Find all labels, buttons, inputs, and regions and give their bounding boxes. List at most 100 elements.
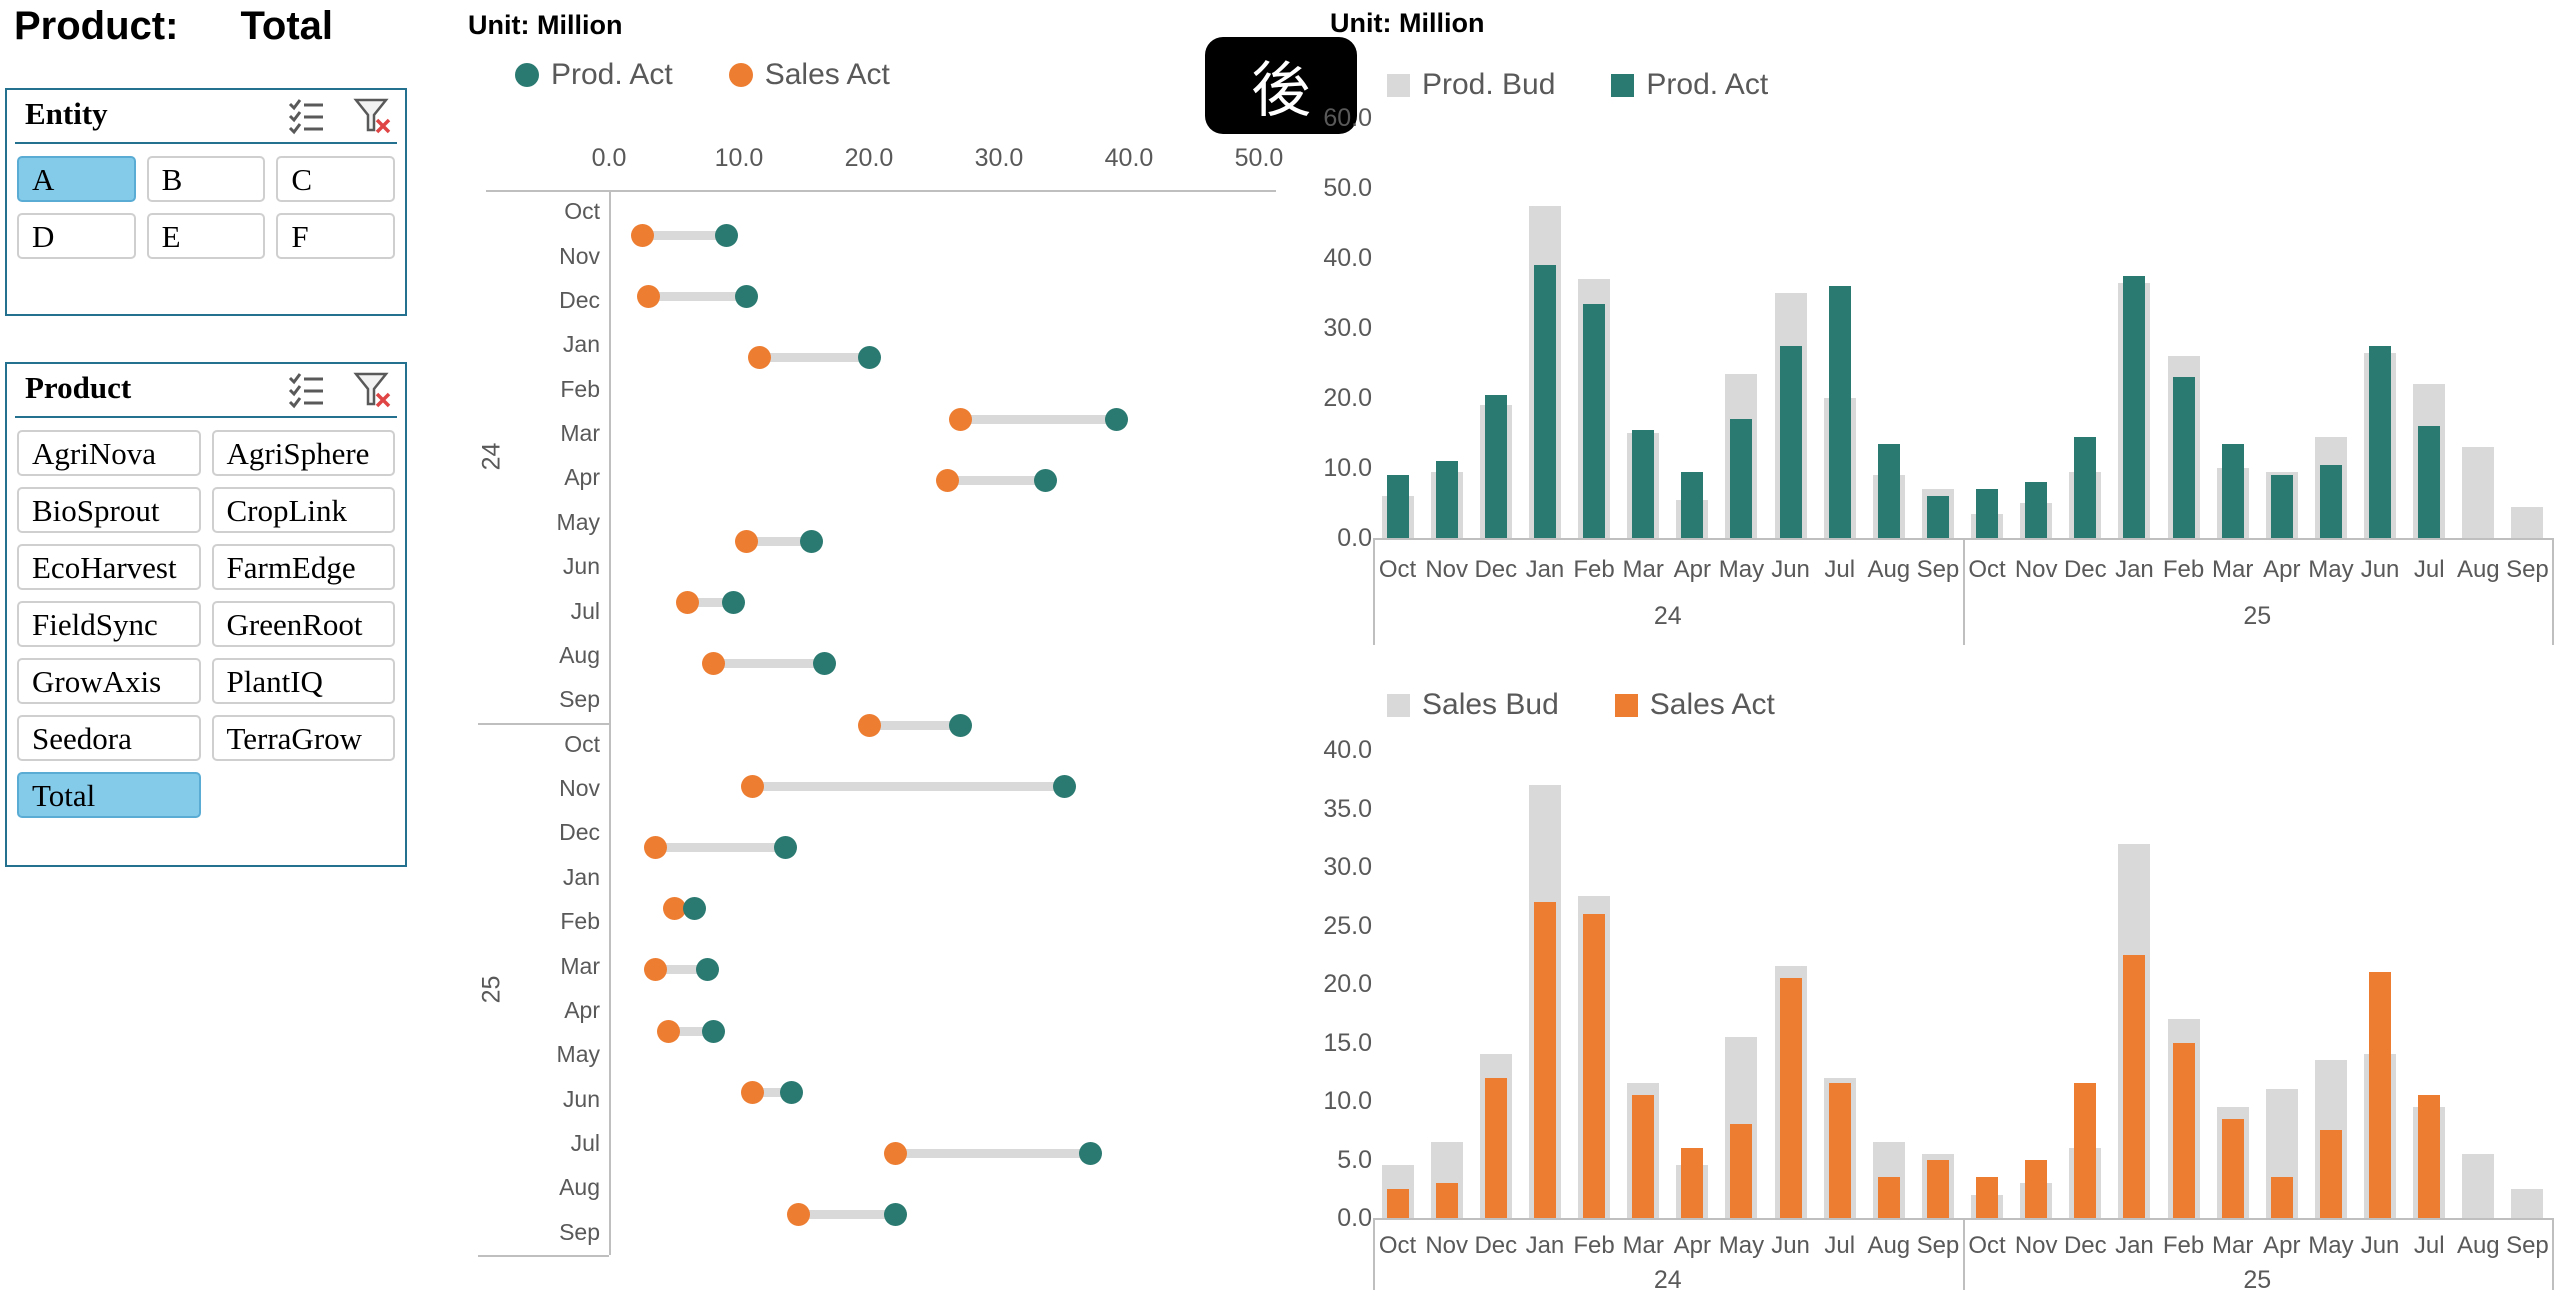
- slicer-item-seedora[interactable]: Seedora: [17, 715, 201, 761]
- year-separator: [1373, 1218, 1375, 1290]
- month-label: Dec: [1474, 556, 1518, 583]
- prod-act-bar: [2270, 475, 2293, 538]
- sales-act-bar: [2123, 954, 2146, 1218]
- slicer-item-total[interactable]: Total: [17, 772, 201, 818]
- slicer-item-terragrow[interactable]: TerraGrow: [211, 715, 395, 761]
- prod-act-bar: [1533, 265, 1556, 538]
- slicer-item-e[interactable]: E: [146, 213, 266, 259]
- prod-act-point: [715, 224, 738, 247]
- sales-act-bar: [1484, 1077, 1507, 1218]
- legend-item: Prod. Bud: [1387, 68, 1555, 102]
- y-tick: 35.0: [1323, 794, 1372, 823]
- slicer-item-ecoharvest[interactable]: EcoHarvest: [17, 544, 201, 590]
- clear-filter-icon[interactable]: [353, 96, 393, 136]
- month-label: Jul: [1824, 556, 1856, 583]
- multiselect-icon[interactable]: [287, 370, 327, 410]
- prod-act-point: [695, 958, 719, 982]
- slicer-item-agrisphere[interactable]: AgriSphere: [211, 430, 395, 476]
- prod-act-point: [1033, 468, 1057, 492]
- prod-act-point: [812, 652, 836, 676]
- month-label: Jun: [2360, 556, 2400, 583]
- dumbbell-chart: Unit: Million Prod. Act Sales Act 0.0 10.…: [460, 0, 1300, 1290]
- month-label: Jul: [570, 597, 600, 624]
- sales-act-bar: [1926, 1159, 1949, 1218]
- prod-chart-legend: Prod. Bud Prod. Act: [1387, 68, 1768, 102]
- month-label: Sep: [2506, 556, 2549, 583]
- clear-filter-icon[interactable]: [353, 370, 393, 410]
- sales-act-point: [702, 652, 725, 676]
- month-label: May: [556, 508, 600, 535]
- x-tick: 50.0: [1234, 144, 1284, 172]
- sales-act-point: [630, 224, 654, 247]
- slicer-item-croplink[interactable]: CropLink: [211, 487, 395, 533]
- month-label: Dec: [559, 819, 600, 846]
- month-label: Nov: [1425, 1232, 1469, 1259]
- month-label: Apr: [1673, 556, 1711, 583]
- month-label: Aug: [1867, 556, 1911, 583]
- prod-act-bar: [2418, 426, 2441, 538]
- month-label: Jan: [1525, 1232, 1565, 1259]
- entity-slicer: Entity: [5, 88, 407, 316]
- month-label: Jun: [2360, 1232, 2400, 1259]
- entity-slicer-title: Entity: [25, 96, 108, 131]
- sales-act-bar: [1533, 902, 1556, 1218]
- legend-item: Prod. Act: [1611, 68, 1768, 102]
- month-label: Sep: [559, 686, 600, 713]
- sales-act-bar: [1779, 978, 1802, 1218]
- prod-act-point: [1053, 774, 1076, 798]
- sales-act-point: [936, 468, 959, 492]
- legend-label: Prod. Bud: [1422, 68, 1556, 101]
- month-label: Dec: [2063, 556, 2107, 583]
- slicer-item-greenroot[interactable]: GreenRoot: [211, 601, 395, 647]
- dumbbell-connector: [654, 843, 785, 852]
- month-label: Mar: [2212, 556, 2254, 583]
- legend-label: Prod. Act: [551, 58, 673, 91]
- prod-act-bar: [2074, 436, 2097, 538]
- y-tick: 0.0: [1337, 524, 1372, 552]
- month-label: Feb: [2162, 1232, 2205, 1259]
- prod-act-point: [949, 713, 972, 737]
- slicer-item-d[interactable]: D: [17, 213, 136, 259]
- sales-act-point: [741, 1080, 764, 1104]
- month-label: Feb: [1573, 1232, 1615, 1259]
- month-label: May: [2308, 556, 2354, 583]
- month-label: Jun: [562, 553, 600, 580]
- multiselect-icon[interactable]: [287, 96, 327, 136]
- entity-slicer-icons: [287, 96, 393, 136]
- legend-label: Prod. Act: [1646, 68, 1769, 101]
- slicer-item-farmedge[interactable]: FarmEdge: [211, 544, 395, 590]
- dumbbell-legend: Prod. Act Sales Act: [515, 58, 890, 92]
- slicer-item-agrinova[interactable]: AgriNova: [17, 430, 201, 476]
- dumbbell-connector: [752, 1087, 791, 1097]
- year-separator: [478, 722, 609, 725]
- sales-act-bar: [1730, 1124, 1753, 1218]
- legend-item: Prod. Act: [515, 58, 673, 92]
- month-label: Aug: [559, 641, 600, 668]
- prod-act-bar: [2319, 464, 2342, 538]
- prod-act-bar: [1484, 394, 1507, 538]
- slicer-item-fieldsync[interactable]: FieldSync: [17, 601, 201, 647]
- sales-act-bar: [2270, 1177, 2293, 1218]
- y-tick: 30.0: [1323, 853, 1372, 881]
- dumbbell-connector: [797, 1210, 895, 1220]
- dumbbell-connector: [947, 475, 1045, 485]
- slicer-item-b[interactable]: B: [146, 156, 266, 202]
- slicer-item-biosprout[interactable]: BioSprout: [17, 487, 201, 533]
- prod-act-point: [1105, 407, 1128, 431]
- x-tick: 10.0: [714, 144, 764, 172]
- product-slicer: Product: [5, 362, 407, 867]
- legend-label: Sales Act: [764, 58, 890, 91]
- prod-act-point: [773, 836, 797, 859]
- prod-act-bar: [1583, 303, 1606, 538]
- month-label: Mar: [560, 952, 600, 979]
- slicer-item-a[interactable]: A: [17, 156, 136, 202]
- month-label: Nov: [1425, 556, 1469, 583]
- slicer-item-f[interactable]: F: [276, 213, 395, 259]
- slicer-item-c[interactable]: C: [276, 156, 395, 202]
- month-label: Oct: [564, 730, 600, 757]
- slicer-item-growaxis[interactable]: GrowAxis: [17, 658, 201, 704]
- prod-act-bar: [1779, 345, 1802, 538]
- slicer-item-plantiq[interactable]: PlantIQ: [211, 658, 395, 704]
